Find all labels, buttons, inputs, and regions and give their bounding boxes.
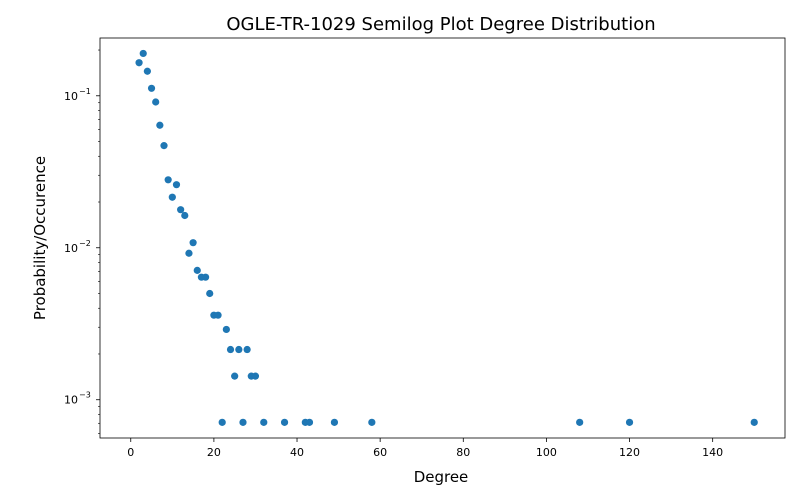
x-axis: 0 20 40 60 80 100 120 140 bbox=[127, 438, 723, 459]
data-point bbox=[185, 249, 193, 257]
data-point bbox=[201, 273, 210, 281]
x-tick-label: 60 bbox=[373, 446, 387, 459]
data-point bbox=[218, 418, 226, 426]
y-tick-label: 10 bbox=[64, 242, 78, 255]
y-tick-label-base: 10 bbox=[64, 394, 78, 407]
x-tick-label: 80 bbox=[456, 446, 470, 459]
data-point bbox=[235, 345, 243, 354]
x-tick-label: 140 bbox=[702, 446, 723, 459]
data-point bbox=[368, 418, 376, 426]
plot-area bbox=[100, 38, 785, 438]
data-point bbox=[305, 418, 314, 426]
data-point bbox=[214, 311, 222, 319]
y-tick-label-base: 10 bbox=[64, 242, 78, 255]
data-point bbox=[206, 289, 214, 298]
data-point bbox=[750, 418, 758, 426]
data-points bbox=[135, 49, 758, 426]
x-tick-label: 120 bbox=[619, 446, 640, 459]
data-point bbox=[231, 372, 239, 380]
data-point bbox=[147, 84, 156, 92]
x-tick-label: 20 bbox=[207, 446, 221, 459]
plot-frame bbox=[99, 37, 786, 439]
data-point bbox=[251, 372, 260, 380]
y-axis-label: Probability/Occurence bbox=[31, 156, 49, 320]
data-point bbox=[222, 325, 230, 334]
y-axis: 10−310−210−1 bbox=[64, 49, 100, 434]
data-point bbox=[193, 266, 201, 274]
data-point bbox=[172, 181, 181, 189]
data-point bbox=[156, 121, 164, 129]
data-point bbox=[152, 98, 160, 106]
data-point bbox=[189, 239, 197, 247]
y-tick-label-exponent: −1 bbox=[79, 87, 91, 96]
data-point bbox=[625, 418, 634, 426]
data-point bbox=[260, 418, 268, 426]
data-point bbox=[160, 142, 168, 150]
data-point bbox=[143, 67, 151, 75]
x-tick-label: 0 bbox=[127, 446, 134, 459]
data-point bbox=[239, 418, 247, 426]
data-point bbox=[181, 211, 189, 220]
data-point bbox=[576, 418, 584, 426]
y-tick-label-base: 10 bbox=[64, 90, 78, 103]
x-tick-label: 100 bbox=[536, 446, 557, 459]
y-tick-label-exponent: −3 bbox=[79, 391, 91, 400]
y-tick-label-exponent: −2 bbox=[79, 239, 91, 248]
x-axis-label: Degree bbox=[414, 468, 469, 486]
data-point bbox=[139, 49, 147, 58]
data-point bbox=[135, 59, 143, 67]
data-point bbox=[177, 206, 185, 214]
data-point bbox=[330, 418, 339, 426]
data-point bbox=[243, 345, 251, 354]
data-point bbox=[164, 176, 172, 184]
y-tick-label: 10 bbox=[64, 90, 78, 103]
data-point bbox=[280, 418, 289, 426]
x-tick-label: 40 bbox=[290, 446, 304, 459]
y-tick-label: 10 bbox=[64, 394, 78, 407]
data-point bbox=[168, 193, 176, 201]
chart-title: OGLE-TR-1029 Semilog Plot Degree Distrib… bbox=[226, 14, 655, 35]
data-point bbox=[226, 345, 235, 354]
